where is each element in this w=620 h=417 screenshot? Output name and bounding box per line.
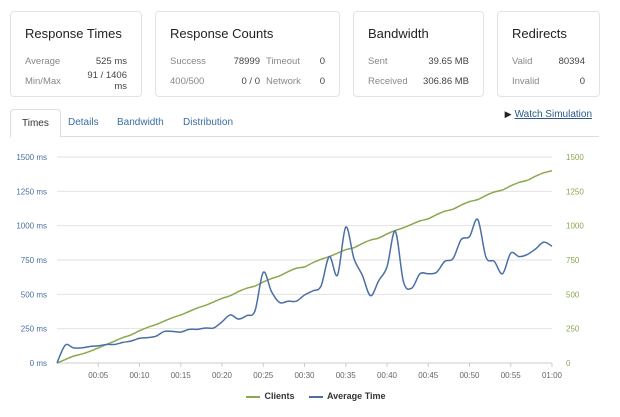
sent-value: 39.65 MB	[428, 55, 469, 67]
row-label: Success	[170, 55, 206, 67]
card-title: Response Times	[25, 26, 122, 41]
average-time-line	[56, 218, 553, 364]
row-label: Received	[368, 75, 408, 87]
y-left-tick: 750 ms	[21, 256, 47, 265]
y-right-tick: 500	[566, 290, 580, 299]
x-tick: 00:05	[88, 371, 109, 380]
chart-tabs: Times Details Bandwidth Distribution	[10, 109, 599, 138]
row-label: Invalid	[512, 75, 540, 87]
y-right-tick: 750	[566, 256, 580, 265]
row-label: Min/Max	[25, 75, 61, 87]
x-tick: 00:55	[501, 371, 522, 380]
tab-times[interactable]: Times	[10, 109, 61, 138]
y-right-tick: 1000	[566, 222, 584, 231]
response-times-card: Response Times Average 525 ms Min/Max 91 /…	[10, 11, 142, 97]
y-right-tick: 1500	[566, 153, 584, 162]
clients-swatch	[246, 395, 261, 398]
average-time-swatch	[309, 395, 323, 398]
redirects-card: Redirects Valid 80394 Invalid 0	[497, 11, 600, 97]
y-right-tick: 1250	[566, 187, 584, 196]
row-label: Timeout	[266, 55, 300, 67]
y-left-tick: 250 ms	[21, 325, 47, 334]
x-tick: 00:25	[253, 371, 274, 380]
tab-details[interactable]: Details	[68, 117, 99, 128]
times-chart: 0 ms 0 250 ms 250 500 ms 500 750 ms 750 1000 ms 1…	[16, 153, 584, 380]
watch-simulation-link[interactable]: ▶ Watch Simulation	[505, 109, 592, 120]
row-label: Sent	[368, 55, 388, 67]
success-value: 78999	[233, 55, 260, 67]
card-title: Bandwidth	[368, 26, 429, 41]
y-right-tick: 0	[566, 359, 571, 368]
watch-simulation-label: Watch Simulation	[514, 109, 592, 120]
x-tick: 00:40	[377, 371, 398, 380]
x-tick: 00:10	[129, 371, 150, 380]
timeout-value: 0	[319, 55, 325, 67]
row-label: Average	[25, 55, 61, 67]
invalid-value: 0	[579, 75, 585, 87]
valid-value: 80394	[558, 55, 585, 67]
tab-distribution[interactable]: Distribution	[183, 117, 234, 128]
x-tick: 01:00	[542, 371, 563, 380]
card-title: Redirects	[512, 26, 567, 41]
row-label: Network	[266, 75, 301, 87]
row-label: Valid	[512, 55, 533, 67]
response-counts-card: Response Counts Success 78999 Timeout 0 400…	[155, 11, 340, 97]
row-label: 400/500	[170, 75, 205, 87]
y-left-tick: 1000 ms	[16, 222, 47, 231]
y-right-tick: 250	[566, 325, 580, 334]
play-icon: ▶	[504, 109, 512, 119]
network-value: 0	[319, 75, 325, 87]
clients-line	[56, 170, 553, 364]
tab-bandwidth[interactable]: Bandwidth	[117, 117, 164, 128]
legend-clients[interactable]: Clients	[264, 391, 295, 401]
y-left-tick: 500 ms	[21, 290, 47, 299]
y-left-tick: 1500 ms	[16, 153, 47, 162]
card-title: Response Counts	[170, 26, 274, 41]
chart-legend: Clients Average Time	[0, 391, 620, 401]
min-max-value: 91 / 1406 ms	[87, 70, 127, 92]
errors-value: 0 / 0	[241, 75, 261, 87]
x-tick: 00:30	[294, 371, 315, 380]
x-tick: 00:45	[418, 371, 439, 380]
x-tick: 00:20	[212, 371, 233, 380]
x-tick: 00:35	[336, 371, 357, 380]
bandwidth-card: Bandwidth Sent 39.65 MB Received 306.86 MB	[353, 11, 484, 97]
received-value: 306.86 MB	[423, 75, 469, 87]
y-left-tick: 0 ms	[30, 359, 47, 368]
average-value: 525 ms	[95, 55, 127, 67]
x-tick: 00:50	[459, 371, 480, 380]
legend-average-time[interactable]: Average Time	[327, 391, 386, 401]
y-left-tick: 1250 ms	[16, 187, 47, 196]
x-tick: 00:15	[171, 371, 192, 380]
